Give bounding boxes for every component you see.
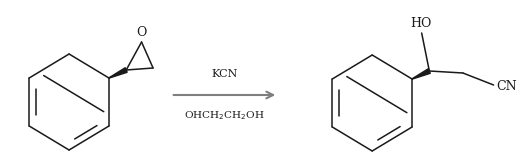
Text: O: O (136, 26, 147, 39)
Text: HO: HO (410, 17, 431, 30)
Text: OHCH$_2$CH$_2$OH: OHCH$_2$CH$_2$OH (184, 109, 265, 122)
Polygon shape (412, 69, 430, 79)
Text: CN: CN (496, 80, 517, 92)
Text: KCN: KCN (211, 69, 238, 79)
Polygon shape (109, 68, 127, 78)
